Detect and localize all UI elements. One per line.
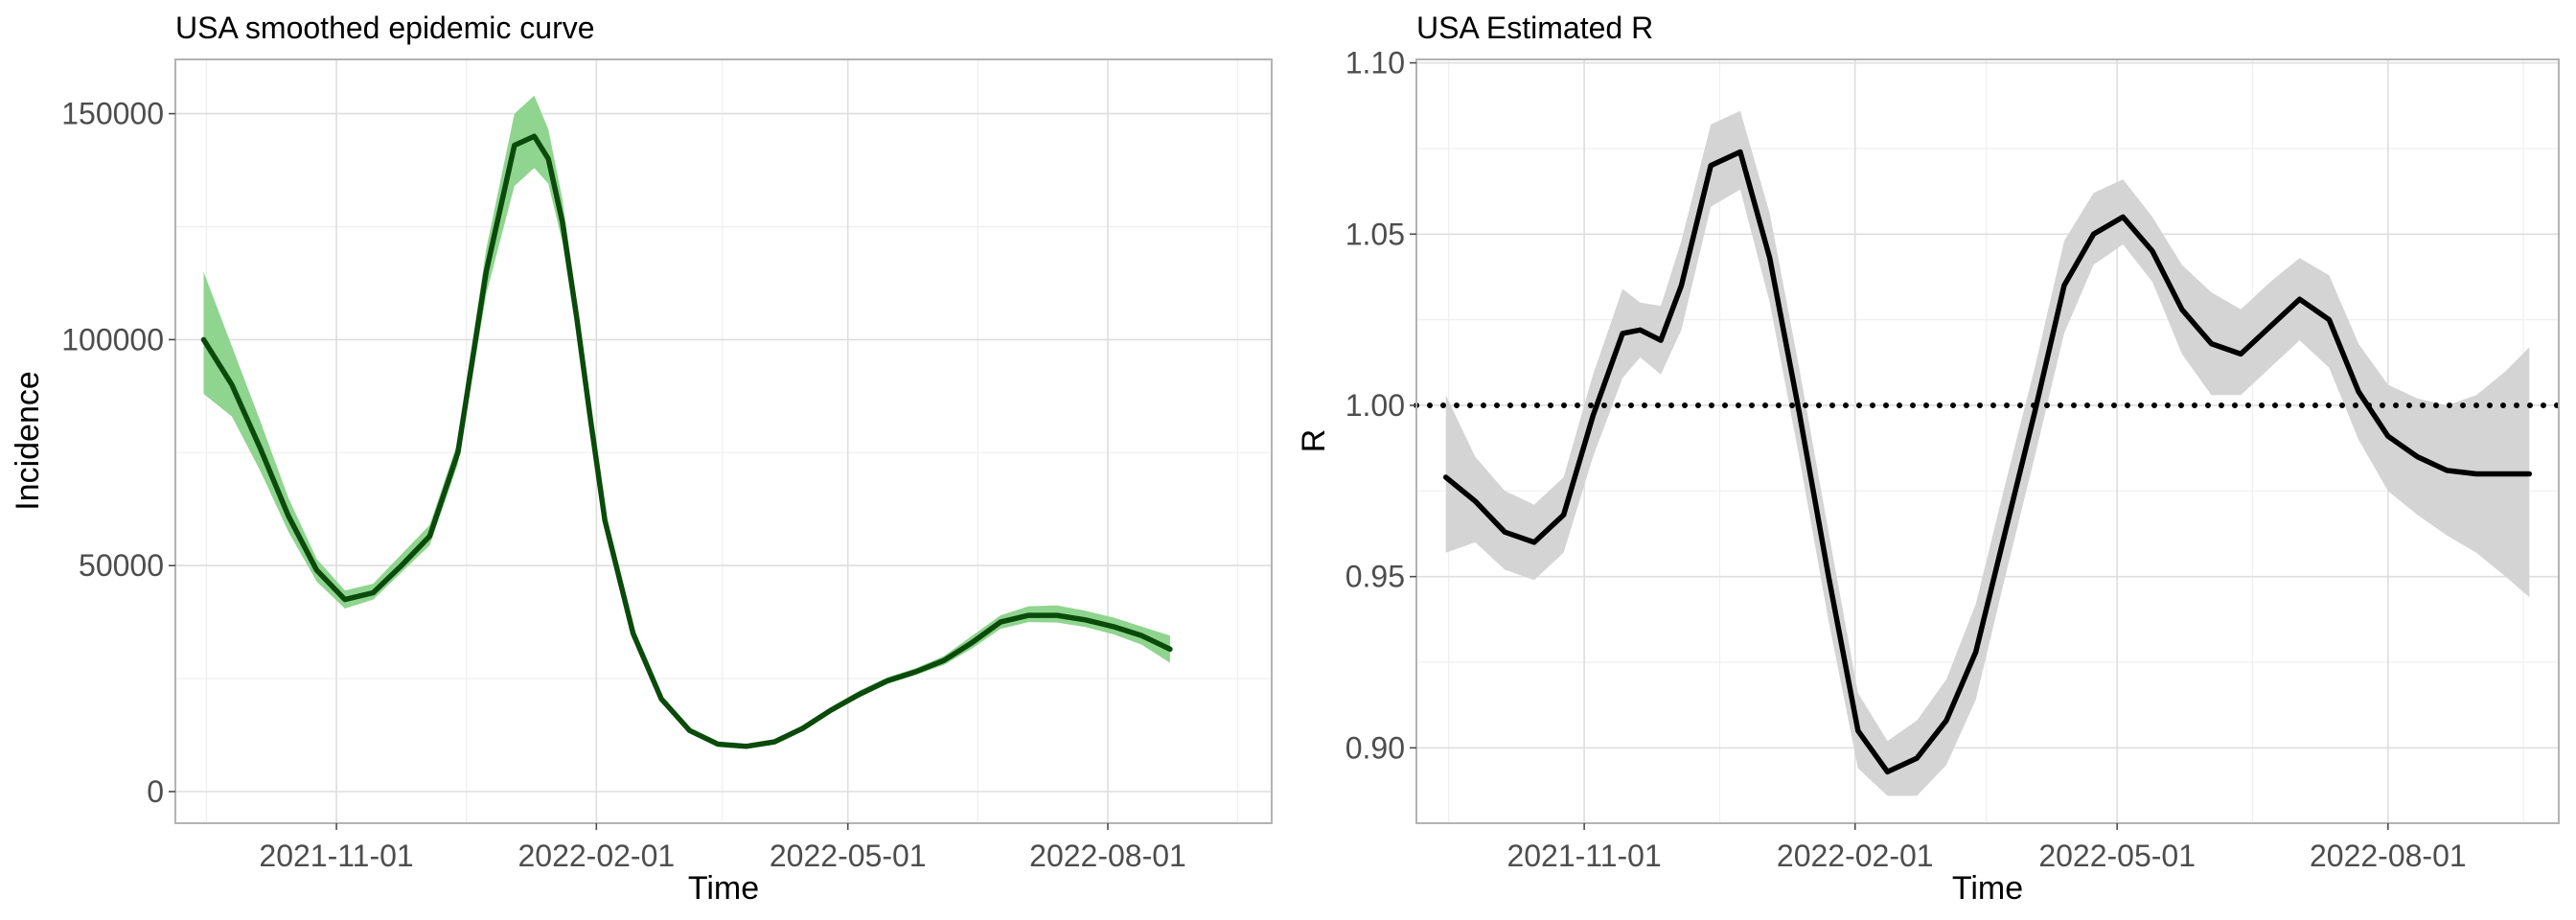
r-estimate-panel: USA Estimated R 0.90 0.95 1.00 1.05 1.10 202… — [1296, 11, 2562, 907]
r-x-tick-label: 2022-05-01 — [2038, 839, 2196, 873]
incidence-y-tick-label: 100000 — [61, 322, 164, 356]
r-y-tick-label: 1.00 — [1346, 388, 1405, 423]
r-series — [1414, 149, 2562, 775]
incidence-x-axis: 2021-11-01 2022-02-01 2022-05-01 2022-08-01 — [259, 823, 1186, 873]
incidence-x-tick-label: 2021-11-01 — [259, 839, 413, 873]
incidence-chart-title: USA smoothed epidemic curve — [175, 11, 595, 45]
r-x-axis: 2021-11-01 2022-02-01 2022-05-01 2022-08-01 — [1506, 823, 2467, 873]
r-series-line — [1442, 149, 2533, 775]
r-y-tick-label: 0.90 — [1346, 730, 1405, 765]
incidence-series-line — [200, 133, 1173, 749]
r-y-tick-label: 1.10 — [1346, 46, 1405, 80]
incidence-gridlines — [175, 59, 1272, 823]
r-y-tick-label: 0.95 — [1346, 560, 1405, 594]
incidence-x-axis-title: Time — [688, 870, 759, 907]
r-y-tick-label: 1.05 — [1346, 217, 1405, 251]
r-y-axis-title: R — [1296, 429, 1332, 453]
r-x-tick-label: 2022-08-01 — [2310, 839, 2467, 873]
incidence-y-axis: 0 50000 100000 150000 — [61, 97, 175, 809]
r-x-axis-title: Time — [1952, 870, 2023, 907]
r-x-tick-label: 2021-11-01 — [1506, 839, 1661, 873]
incidence-panel: USA smoothed epidemic curve 0 50000 100000… — [10, 11, 1273, 907]
incidence-x-tick-label: 2022-08-01 — [1029, 839, 1186, 873]
incidence-y-tick-label: 150000 — [61, 97, 164, 131]
r-y-axis: 0.90 0.95 1.00 1.05 1.10 — [1346, 46, 1416, 765]
incidence-y-tick-label: 0 — [147, 774, 164, 809]
incidence-x-tick-label: 2022-05-01 — [770, 839, 927, 873]
incidence-x-tick-label: 2022-02-01 — [518, 839, 675, 873]
incidence-series — [200, 133, 1173, 749]
r-x-tick-label: 2022-02-01 — [1777, 839, 1934, 873]
incidence-plot-frame — [174, 58, 1273, 824]
r-plot-frame — [1415, 58, 2560, 824]
r-chart-title: USA Estimated R — [1416, 11, 1653, 45]
incidence-y-axis-title: Incidence — [10, 371, 46, 511]
incidence-y-tick-label: 50000 — [79, 548, 164, 583]
